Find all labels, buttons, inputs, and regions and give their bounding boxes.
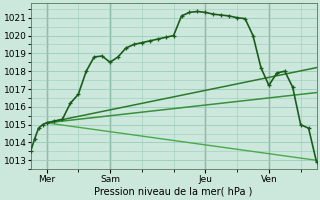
X-axis label: Pression niveau de la mer( hPa ): Pression niveau de la mer( hPa )	[94, 187, 253, 197]
